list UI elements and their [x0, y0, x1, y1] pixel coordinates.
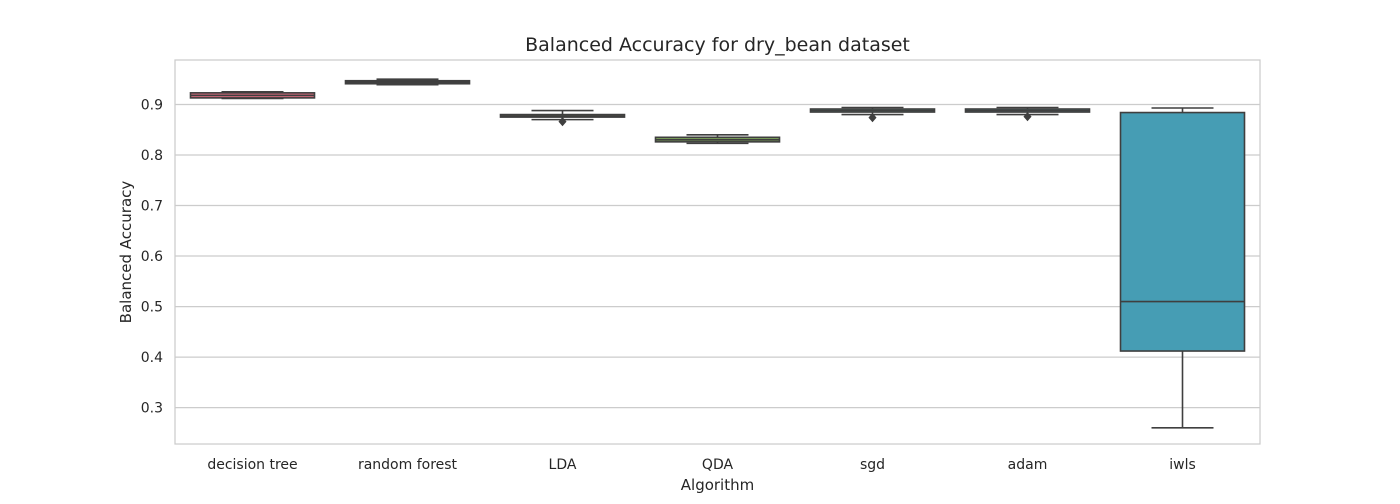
chart-title: Balanced Accuracy for dry_bean dataset	[525, 34, 910, 56]
plot-area	[175, 60, 1260, 444]
y-tick-label: 0.8	[141, 148, 163, 164]
box-iwls	[1119, 107, 1246, 429]
y-tick-label: 0.3	[141, 401, 163, 417]
y-tick-label: 0.9	[141, 97, 163, 113]
box-lda	[499, 109, 626, 127]
x-tick-label: LDA	[549, 457, 577, 473]
outlier-point	[868, 112, 877, 123]
plot-border	[174, 59, 1261, 445]
y-tick-label: 0.7	[141, 199, 163, 215]
box-iqr	[1119, 111, 1246, 352]
box-adam	[964, 106, 1091, 122]
box-qda	[654, 133, 781, 145]
box-decision-tree	[189, 91, 316, 100]
x-tick-label: iwls	[1169, 457, 1196, 473]
grid-lines	[175, 103, 1260, 409]
x-axis-label: Algorithm	[681, 476, 754, 494]
plot-frame	[174, 59, 1261, 445]
x-tick-label: adam	[1008, 457, 1048, 473]
y-tick-labels: 0.3 0.4 0.5 0.6 0.7 0.8 0.9	[141, 97, 163, 416]
y-tick-label: 0.5	[141, 300, 163, 316]
box-series	[189, 78, 1246, 429]
box-random-forest	[344, 78, 471, 86]
y-axis-label: Balanced Accuracy	[117, 181, 135, 324]
box-sgd	[809, 106, 936, 123]
y-tick-label: 0.6	[141, 249, 163, 265]
outlier-point	[1023, 111, 1032, 122]
x-tick-label: decision tree	[207, 457, 297, 473]
x-tick-label: random forest	[358, 457, 458, 473]
x-tick-label: QDA	[702, 457, 734, 473]
x-tick-labels: decision tree random forest LDA QDA sgd adam i…	[207, 457, 1195, 473]
x-tick-label: sgd	[860, 457, 885, 473]
outlier-point	[558, 117, 567, 127]
y-tick-label: 0.4	[141, 350, 163, 366]
